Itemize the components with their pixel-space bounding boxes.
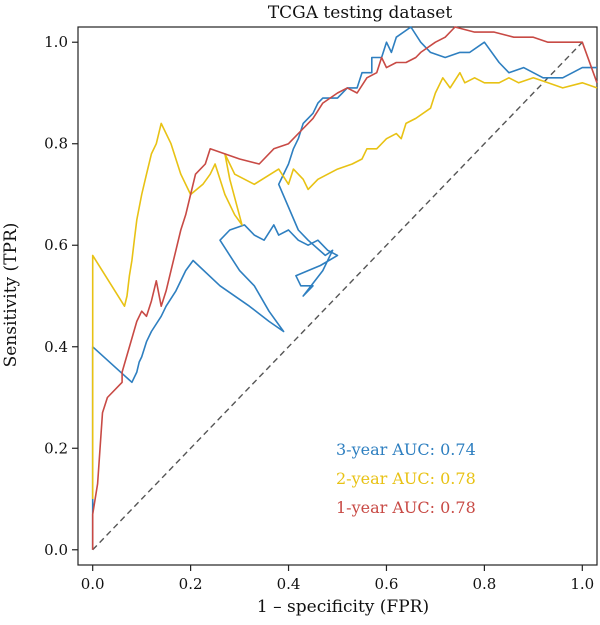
x-tick-label: 0.8 (472, 575, 496, 593)
auc-label-2: 1-year AUC: 0.78 (336, 498, 476, 517)
y-axis-label: Sensitivity (TPR) (1, 223, 21, 368)
auc-legend: 3-year AUC: 0.74 2-year AUC: 0.78 1-year A… (336, 440, 476, 517)
x-tick-label: 1.0 (570, 575, 594, 593)
x-tick-label: 0.2 (179, 575, 203, 593)
roc-curve-2 (91, 26, 598, 550)
y-axis-ticks: 0.0 0.2 0.4 0.6 0.8 1.0 (44, 33, 78, 559)
roc-curve-1 (91, 71, 598, 499)
roc-curve-0 (91, 26, 597, 550)
x-tick-label: 0.6 (375, 575, 399, 593)
y-tick-label: 0.4 (44, 338, 68, 356)
y-tick-label: 1.0 (44, 33, 68, 51)
series-lines (91, 26, 598, 550)
x-tick-label: 0.0 (81, 575, 105, 593)
auc-label-0: 3-year AUC: 0.74 (336, 440, 476, 459)
x-tick-label: 0.4 (277, 575, 301, 593)
x-axis-ticks: 0.0 0.2 0.4 0.6 0.8 1.0 (81, 565, 594, 593)
y-tick-label: 0.2 (44, 439, 68, 457)
x-axis-label: 1 – specificity (FPR) (257, 597, 429, 617)
y-tick-label: 0.0 (44, 541, 68, 559)
plot-frame (77, 26, 598, 566)
reference-diagonal-line (92, 41, 583, 551)
y-tick-label: 0.6 (44, 236, 68, 254)
auc-label-1: 2-year AUC: 0.78 (336, 469, 476, 488)
chart-title: TCGA testing dataset (268, 3, 452, 23)
y-tick-label: 0.8 (44, 135, 68, 153)
